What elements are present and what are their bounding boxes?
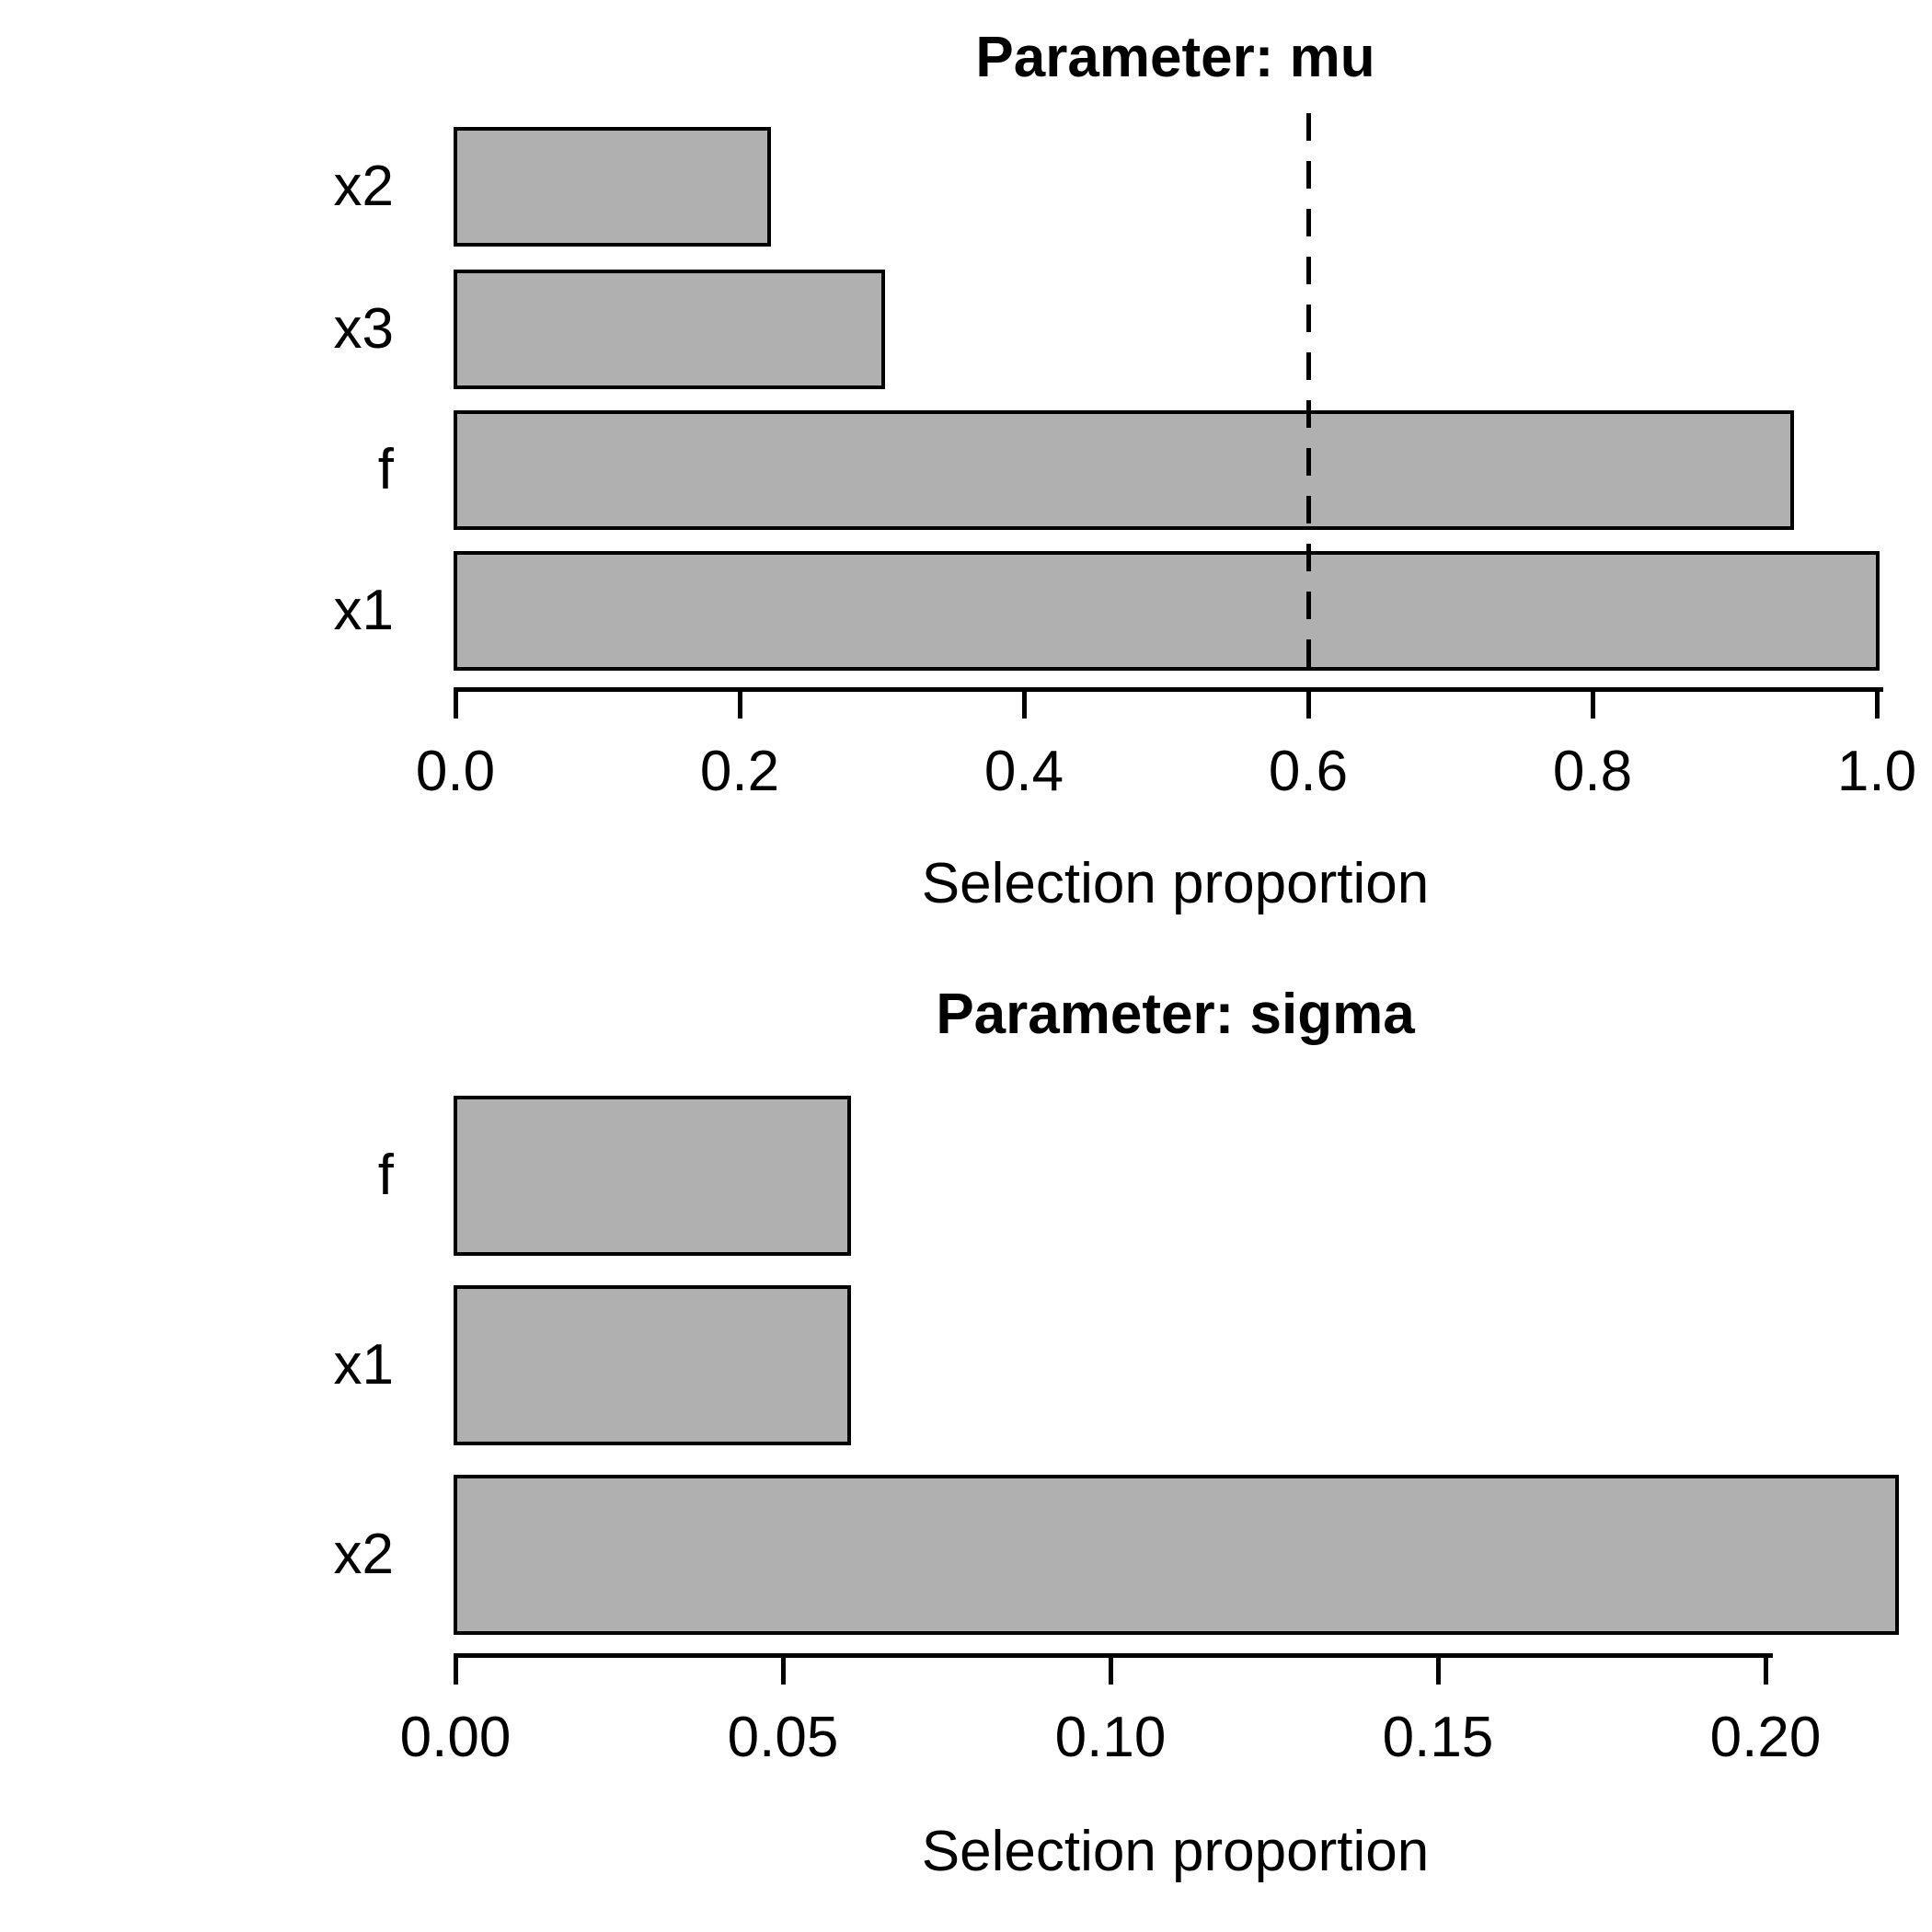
x-tick (1591, 687, 1595, 719)
bar-x2 (454, 127, 771, 247)
chart-title-sigma: Parameter: sigma (936, 983, 1415, 1046)
x-axis-line (454, 687, 1883, 692)
x-tick-label: 0.05 (727, 1706, 839, 1769)
x-tick-label: 1.0 (1836, 740, 1917, 803)
x-tick (781, 1653, 786, 1685)
bar-x1 (454, 551, 1880, 671)
y-category-label-x2: x2 (333, 1523, 394, 1586)
x-tick (1764, 1653, 1768, 1685)
bar-x2 (454, 1475, 1899, 1635)
x-tick-label: 0.4 (983, 740, 1064, 803)
y-category-label-x1: x1 (333, 1333, 394, 1397)
x-tick-label: 0.15 (1382, 1706, 1494, 1769)
bar-x1 (454, 1285, 851, 1445)
x-tick (1022, 687, 1027, 719)
x-tick (1436, 1653, 1441, 1685)
x-tick-label: 0.8 (1552, 740, 1633, 803)
x-tick-label: 0.0 (415, 740, 496, 803)
x-tick-label: 0.10 (1054, 1706, 1167, 1769)
bar-x3 (454, 270, 885, 389)
x-tick (1875, 687, 1880, 719)
x-tick-label: 0.6 (1268, 740, 1349, 803)
x-tick-label: 0.20 (1709, 1706, 1822, 1769)
y-category-label-f: f (377, 438, 394, 501)
x-tick (1109, 1653, 1113, 1685)
x-tick-label: 0.00 (399, 1706, 512, 1769)
y-category-label-x3: x3 (333, 297, 394, 361)
y-category-label-x1: x1 (333, 579, 394, 642)
x-tick (454, 687, 458, 719)
x-axis-line (454, 1653, 1773, 1658)
bar-f (454, 410, 1794, 530)
x-axis-label-mu: Selection proportion (921, 852, 1430, 915)
x-axis-label-sigma: Selection proportion (921, 1820, 1430, 1883)
y-category-label-f: f (377, 1144, 394, 1207)
x-tick (454, 1653, 458, 1685)
bar-f (454, 1096, 851, 1256)
x-tick-label: 0.2 (699, 740, 780, 803)
y-category-label-x2: x2 (333, 155, 394, 218)
x-tick (738, 687, 742, 719)
cutoff-dashed-line (1306, 113, 1311, 720)
chart-title-mu: Parameter: mu (975, 26, 1375, 89)
